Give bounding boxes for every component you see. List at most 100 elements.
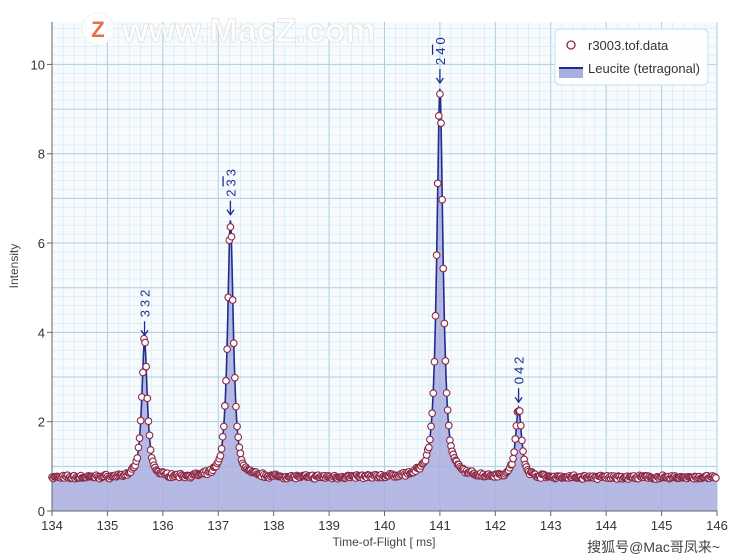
data-point — [429, 389, 438, 398]
peak-label: 240 — [433, 34, 448, 65]
x-tick-label: 136 — [152, 518, 174, 533]
data-point — [139, 368, 147, 377]
x-tick-label: 142 — [484, 518, 506, 533]
peak-label: 332 — [138, 287, 153, 318]
data-point — [142, 362, 151, 371]
data-point — [231, 373, 239, 382]
data-points — [48, 90, 720, 483]
x-tick-label: 137 — [207, 518, 229, 533]
peak-label-index: 4 — [433, 45, 448, 55]
watermark-top: www.MacZ.com — [121, 12, 376, 50]
x-tick-label: 145 — [651, 518, 673, 533]
data-point — [235, 443, 244, 452]
data-point — [135, 434, 144, 443]
peak-label: 233 — [223, 166, 238, 197]
peak-label-index: 2 — [138, 287, 153, 297]
data-point — [136, 416, 145, 425]
data-point — [509, 454, 517, 463]
data-point — [438, 195, 446, 204]
peak-label-index: 3 — [138, 307, 153, 317]
data-point — [515, 407, 524, 415]
x-tick-label: 146 — [706, 518, 728, 533]
watermark-bottom: 搜狐号@Mac哥凤来~ — [587, 539, 720, 555]
peak-label-index: 0 — [512, 374, 527, 384]
data-point — [226, 223, 235, 231]
data-point — [426, 435, 434, 444]
y-tick-label: 10 — [31, 57, 45, 72]
data-point — [436, 90, 444, 98]
data-point — [439, 264, 448, 273]
peak-label-index: 3 — [223, 166, 238, 176]
peak-label-index: 2 — [433, 55, 448, 65]
peak-label-index: 2 — [223, 186, 238, 196]
data-point — [444, 421, 453, 430]
peak-label-index: 2 — [512, 354, 527, 364]
data-point — [433, 179, 442, 188]
x-tick-label: 135 — [97, 518, 119, 533]
data-point — [424, 443, 433, 452]
data-point — [233, 422, 241, 431]
data-point — [228, 296, 237, 304]
data-point — [434, 111, 443, 120]
x-axis-label: Time-of-Flight [ ms] — [333, 535, 436, 549]
data-point — [427, 422, 435, 431]
watermark-logo: Z — [91, 17, 104, 42]
data-point — [133, 454, 142, 462]
data-point — [134, 443, 143, 452]
legend-marker-fit — [559, 68, 583, 78]
peak-label-index: 3 — [223, 176, 238, 186]
data-point — [437, 119, 445, 127]
peak-label: 042 — [512, 354, 527, 385]
data-point — [443, 406, 452, 414]
data-point — [145, 431, 154, 440]
data-point — [146, 446, 155, 454]
data-point — [236, 449, 245, 458]
data-point — [221, 402, 229, 410]
y-tick-label: 8 — [38, 147, 45, 162]
data-point — [430, 357, 439, 366]
watermark: Z www.MacZ.com 搜狐号@Mac哥凤来~ — [81, 12, 720, 555]
peak-label-index: 0 — [433, 34, 448, 44]
y-axis-label: Intensity — [7, 244, 21, 289]
legend: r3003.tof.data Leucite (tetragonal) — [554, 28, 709, 86]
data-point — [510, 448, 519, 457]
data-point — [516, 421, 525, 430]
x-tick-label: 139 — [318, 518, 340, 533]
x-tick-label: 143 — [540, 518, 562, 533]
peak-arrowhead — [514, 396, 523, 404]
data-point — [216, 451, 225, 460]
data-point — [428, 409, 437, 418]
peak-arrowhead — [435, 77, 444, 85]
data-point — [440, 319, 449, 328]
x-tick-label: 141 — [429, 518, 451, 533]
legend-marker-data — [566, 40, 576, 50]
data-point — [432, 251, 441, 260]
y-tick-label: 0 — [38, 504, 45, 519]
data-point — [712, 474, 720, 482]
data-point — [518, 436, 526, 445]
data-point — [442, 389, 451, 397]
peak-label-index: 4 — [512, 364, 527, 374]
axes: 134 135 136 137 138 139 140 141 142 143 144 145 146 0… — [31, 22, 728, 533]
x-tick-label: 140 — [374, 518, 396, 533]
data-point — [223, 345, 231, 354]
data-point — [519, 447, 527, 456]
grid — [51, 22, 718, 512]
legend-label-fit: Leucite (tetragonal) — [588, 61, 700, 76]
peak-arrowhead — [140, 329, 149, 337]
y-tick-label: 6 — [38, 236, 45, 251]
legend-label-data: r3003.tof.data — [588, 38, 669, 53]
data-point — [219, 422, 228, 431]
data-point — [222, 376, 230, 385]
y-tick-label: 4 — [38, 325, 45, 340]
peak-label-index: 3 — [138, 297, 153, 307]
x-tick-label: 144 — [595, 518, 617, 533]
y-tick-label: 2 — [38, 415, 45, 430]
data-point — [218, 432, 227, 441]
data-point — [511, 435, 520, 443]
data-point — [217, 444, 226, 453]
data-point — [232, 402, 240, 411]
peak-arrowhead — [226, 209, 235, 216]
